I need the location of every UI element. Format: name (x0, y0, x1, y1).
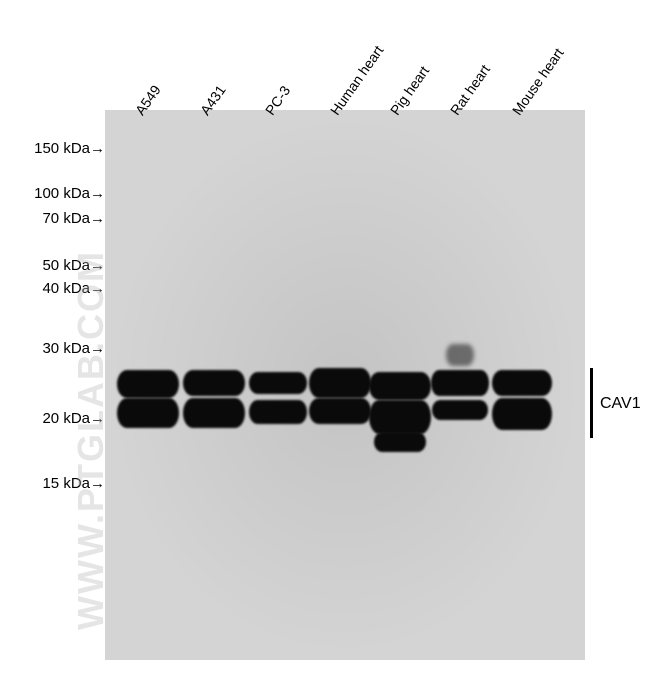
protein-band (446, 344, 474, 366)
protein-band (369, 400, 431, 434)
protein-band (117, 370, 179, 398)
mw-marker-label: 70 kDa→ (15, 210, 105, 227)
mw-marker-label: 100 kDa→ (15, 185, 105, 202)
protein-band (369, 372, 431, 400)
protein-band (309, 368, 371, 398)
target-indicator-bar (590, 368, 593, 438)
protein-band (431, 370, 489, 396)
protein-band (374, 432, 426, 452)
figure-root: A549A431PC-3Human heartPig heartRat hear… (0, 0, 650, 689)
target-protein-label: CAV1 (600, 395, 641, 413)
protein-band (309, 398, 371, 424)
lane-label: Mouse heart (509, 45, 567, 118)
protein-band (117, 398, 179, 428)
protein-band (432, 400, 488, 420)
protein-band (183, 370, 245, 396)
lane-label: Human heart (327, 43, 387, 118)
protein-band (183, 398, 245, 428)
mw-marker-label: 150 kDa→ (15, 140, 105, 157)
protein-band (492, 370, 552, 396)
protein-band (249, 372, 307, 394)
watermark-text: WWW.PTGLAB.COM (70, 250, 112, 630)
protein-band (492, 398, 552, 430)
protein-band (249, 400, 307, 424)
